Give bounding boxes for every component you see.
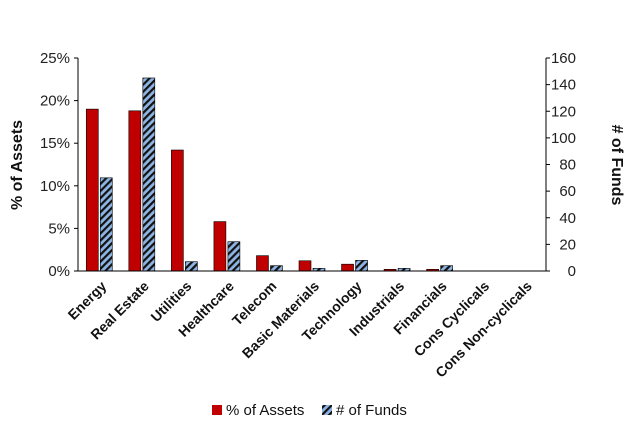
right-axis-title: # of Funds — [608, 125, 625, 206]
category-label-cons-cyclicals: Cons Cyclicals — [411, 278, 493, 360]
left-axis-ticks: 0% 5% 10% 15% 20% 25% — [40, 50, 78, 280]
left-tick-label: 10% — [40, 178, 70, 195]
bar-funds-utilities — [185, 261, 198, 272]
left-tick-label: 15% — [40, 135, 70, 152]
bar-assets-basic-materials — [298, 260, 312, 272]
bar-funds-healthcare — [227, 241, 241, 272]
bar-funds-financials — [440, 265, 453, 272]
legend: % of Assets # of Funds — [212, 402, 407, 419]
bar-assets-energy — [85, 108, 99, 272]
right-tick-label: 20 — [559, 236, 576, 253]
bar-funds-telecom — [270, 265, 283, 272]
bar-funds-real-estate — [142, 77, 156, 272]
legend-swatch-funds — [322, 405, 332, 415]
bar-assets-healthcare — [213, 221, 227, 272]
right-tick-label: 100 — [551, 130, 576, 147]
bar-funds-energy — [99, 177, 113, 272]
right-tick-label: 80 — [559, 157, 576, 174]
legend-swatch-assets — [212, 405, 222, 415]
bar-assets-telecom — [256, 255, 269, 272]
right-axis-ticks: 0 20 40 60 80 100 120 140 160 — [546, 50, 576, 280]
right-tick-label: 40 — [559, 210, 576, 227]
left-tick-label: 20% — [40, 93, 70, 110]
legend-label-funds: # of Funds — [336, 402, 407, 419]
plot-area — [77, 58, 547, 272]
left-tick-label: 5% — [48, 220, 70, 237]
right-tick-label: 0 — [568, 263, 576, 280]
right-tick-label: 120 — [551, 103, 576, 120]
bar-assets-utilities — [171, 149, 184, 272]
category-label-basic-materials: Basic Materials — [239, 278, 323, 362]
left-axis-title: % of Assets — [9, 120, 26, 210]
left-tick-label: 25% — [40, 50, 70, 67]
bar-funds-technology — [355, 260, 368, 272]
bar-assets-technology — [341, 263, 354, 272]
right-tick-label: 140 — [551, 77, 576, 94]
right-tick-label: 60 — [559, 183, 576, 200]
right-tick-label: 160 — [551, 50, 576, 67]
left-tick-label: 0% — [48, 263, 70, 280]
legend-label-assets: % of Assets — [226, 402, 304, 419]
bar-assets-real-estate — [128, 110, 142, 272]
